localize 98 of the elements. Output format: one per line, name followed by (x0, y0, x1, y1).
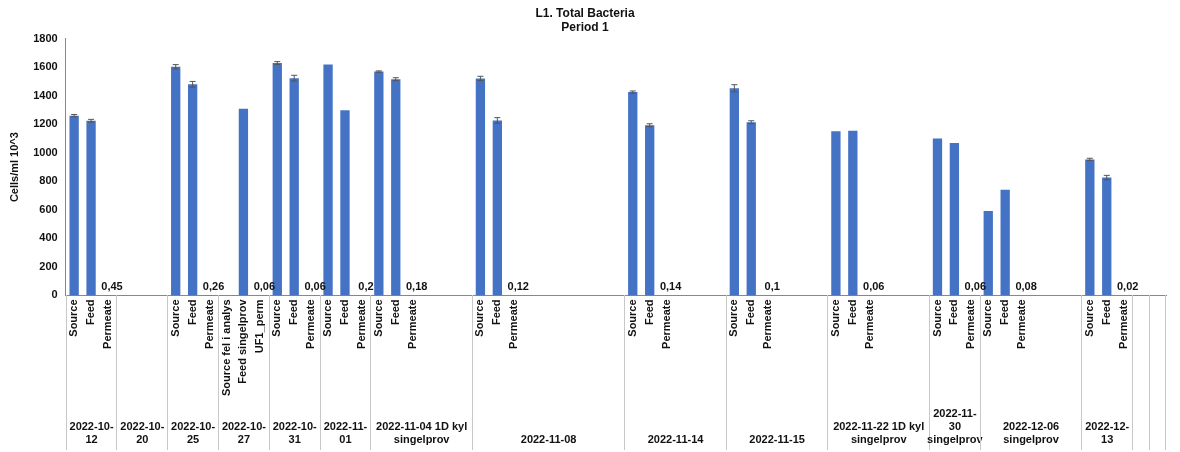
x-tick-label: Permeate (964, 299, 977, 349)
x-tick-label: Feed singelprov (236, 298, 249, 384)
data-label: 0,08 (1015, 279, 1037, 292)
x-tick-label: Permeate (354, 299, 367, 349)
data-label: 0,18 (405, 279, 428, 292)
x-tick-label: UF1_perm (253, 299, 266, 354)
bar (645, 125, 655, 296)
x-tick-label: Source (371, 299, 384, 337)
x-tick-label: Permeate (202, 299, 215, 349)
text: 2022-11-14 (647, 432, 704, 445)
text: 2022-11-01 (323, 419, 368, 445)
y-tick-label: 1800 (33, 31, 58, 44)
text: 2022-11-22 1D kyl singelprov (833, 419, 925, 445)
x-tick-label: Source (168, 299, 181, 337)
text: 2022-10-31 (272, 419, 317, 445)
x-tick-label: Feed (947, 299, 960, 326)
x-tick-label: Source fel i analys (219, 299, 232, 397)
bar (289, 78, 299, 296)
y-axis-title: Cells/ml 10^3 (7, 132, 20, 203)
x-tick-label: Permeate (1015, 299, 1028, 349)
y-tick-label: 600 (39, 202, 58, 215)
text: 2022-11-15 (749, 432, 805, 445)
x-tick-label: Permeate (507, 299, 520, 349)
x-tick-label: Feed (490, 299, 503, 326)
bar (171, 66, 181, 296)
bar (729, 88, 739, 296)
y-tick-label: 1000 (33, 145, 58, 158)
bar (1000, 189, 1010, 296)
bar (1102, 177, 1112, 296)
bar (1085, 159, 1095, 296)
y-tick-label: 200 (39, 259, 58, 272)
y-tick-label: 1400 (33, 88, 58, 101)
x-tick-label: Source (981, 299, 994, 337)
x-tick-label: Permeate (659, 299, 672, 349)
text: 2022-11-04 1D kyl singelprov (376, 419, 468, 445)
data-label: 0,45 (101, 279, 123, 292)
x-tick-label: Permeate (761, 299, 774, 349)
x-tick-label: Feed (998, 299, 1011, 326)
x-tick-label: Source (828, 299, 841, 337)
x-tick-label: Feed (744, 299, 757, 326)
x-tick-label: Source (473, 299, 486, 337)
data-label: 0,06 (863, 279, 885, 292)
bar (374, 71, 384, 296)
chart-title: L1. Total Bacteria (535, 5, 635, 20)
text: 2022-12-13 (1085, 419, 1130, 445)
y-tick-label: 0 (51, 288, 58, 301)
text: 2022-10-20 (116, 295, 168, 450)
x-tick-label: Feed (642, 299, 655, 326)
y-tick-label: 1200 (33, 117, 58, 130)
y-tick-label: 400 (39, 231, 58, 244)
text: 2022-12-06 singelprov (1002, 419, 1060, 445)
bar (746, 122, 756, 296)
x-tick-label: Feed (388, 299, 401, 326)
bar (932, 138, 943, 296)
text: 2022-10-27 (221, 419, 266, 445)
chart-subtitle: Period 1 (561, 19, 609, 34)
x-tick-label: Source (270, 299, 283, 337)
text: 2022-11-30 singelprov (927, 406, 983, 445)
x-tick-label: Feed (84, 299, 97, 326)
x-tick-label: Source (625, 299, 638, 337)
x-tick-label: Source (1082, 299, 1095, 337)
data-label: 0,2 (358, 279, 374, 292)
bar (949, 143, 960, 296)
y-tick-label: 800 (39, 174, 58, 187)
data-label: 0,26 (202, 279, 225, 292)
x-tick-label: Permeate (1116, 299, 1129, 349)
x-tick-label: Source (321, 299, 334, 337)
x-tick-label: Source (67, 299, 80, 337)
x-tick-label: Source (727, 299, 740, 337)
data-label: 0,02 (1116, 279, 1139, 292)
text: 2022-11-08 (520, 432, 577, 445)
x-tick-label: Permeate (101, 299, 114, 349)
bar (69, 115, 79, 296)
bar (187, 84, 198, 296)
bar (848, 130, 858, 296)
data-label: 0,12 (507, 279, 529, 292)
text: 2022-10-12 (69, 419, 114, 445)
bar (238, 108, 249, 296)
y-tick-label: 1600 (33, 60, 58, 73)
bar (391, 79, 401, 296)
bar (831, 131, 841, 296)
bar (628, 92, 638, 296)
text: 2022-10-25 (171, 419, 216, 445)
x-tick-label: Source (930, 299, 943, 337)
bar (475, 78, 486, 296)
x-tick-label: Feed (338, 299, 351, 326)
data-label: 0,1 (764, 279, 780, 292)
bar (86, 120, 96, 296)
x-tick-label: Feed (845, 299, 858, 326)
x-tick-label: Permeate (405, 299, 418, 349)
x-tick-label: Permeate (304, 299, 317, 349)
x-tick-label: Feed (1099, 299, 1112, 326)
x-tick-label: Feed (185, 299, 198, 326)
x-tick-label: Feed (287, 299, 300, 326)
bar (340, 110, 350, 296)
data-label: 0,14 (659, 279, 683, 292)
bar (492, 120, 502, 296)
x-tick-label: Permeate (862, 299, 875, 349)
